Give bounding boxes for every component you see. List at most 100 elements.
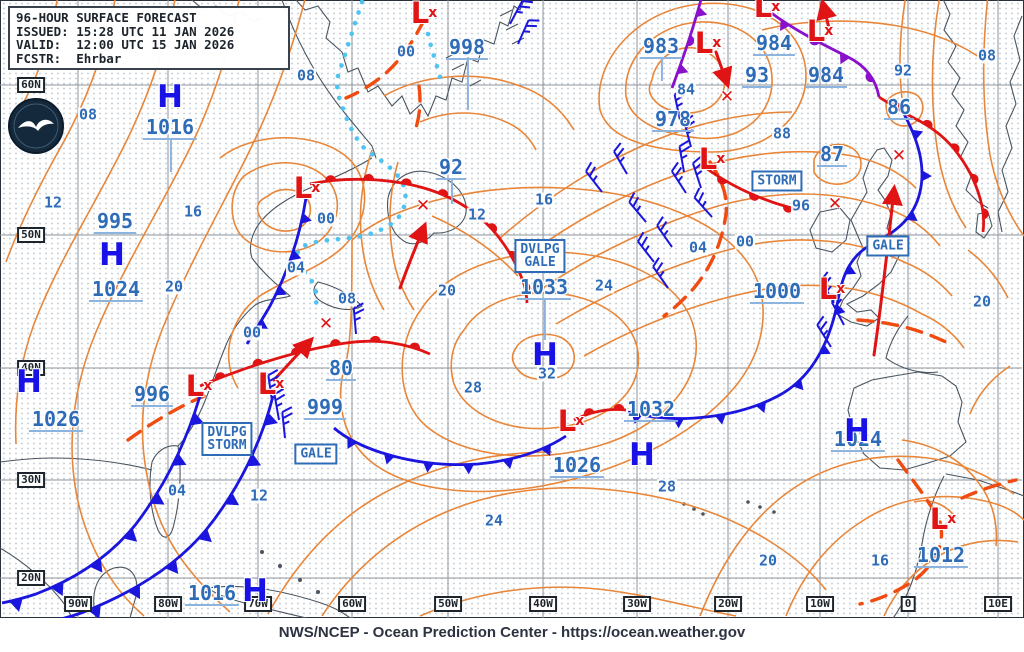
pressure-label: 87 — [816, 143, 848, 167]
header-forecaster: FCSTR: Ehrbar — [16, 50, 122, 66]
warning-box-line: DVLPG — [520, 242, 560, 257]
isobar-label: 08 — [295, 66, 317, 85]
pressure-label: 1012 — [913, 544, 969, 568]
low-subscript: x — [771, 0, 781, 15]
wind-barb — [816, 315, 832, 348]
low-pressure-symbol: Lx — [753, 0, 781, 24]
warning-box-gale: GALE — [866, 235, 910, 257]
header-issued: ISSUED: 15:28 UTC 11 JAN 2026 — [16, 23, 235, 39]
warning-box-storm: STORM — [751, 170, 803, 192]
wind-barb — [517, 19, 540, 45]
isobar-label: 08 — [976, 46, 998, 65]
pressure-label: 978 — [651, 108, 695, 132]
latitude-label-50N: 50N — [17, 227, 45, 243]
isobar-label: 08 — [77, 105, 99, 124]
pressure-label: 984 — [752, 32, 796, 56]
latitude-label-40N: 40N — [17, 360, 45, 376]
chart-caption: NWS/NCEP - Ocean Prediction Center - htt… — [278, 624, 746, 641]
low-subscript: x — [203, 378, 213, 394]
pressure-label: 1033 — [516, 276, 572, 340]
longitude-label-10E: 10E — [984, 596, 1012, 612]
wind-barb — [281, 406, 293, 439]
position-x-mark: ✕ — [891, 146, 907, 166]
high-pressure-symbol: H — [157, 79, 183, 115]
pressure-label: 996 — [130, 383, 174, 407]
wind-barb — [509, 0, 534, 25]
low-subscript: x — [311, 180, 321, 196]
low-subscript: x — [947, 511, 957, 527]
low-pressure-symbol: Lx — [818, 272, 846, 306]
high-pressure-symbol: H — [629, 437, 655, 473]
low-pressure-symbol: Lx — [806, 14, 834, 48]
wind-barb — [678, 139, 691, 173]
pressure-label: 93 — [741, 64, 773, 88]
isobar-label: 08 — [336, 289, 358, 308]
high-pressure-symbol: H — [844, 413, 870, 449]
wind-barb — [683, 114, 696, 148]
high-pressure-symbol: H — [532, 337, 558, 373]
label-leader-line — [543, 298, 546, 340]
wind-barb — [820, 271, 835, 304]
wind-barb — [693, 187, 713, 218]
isobar-label: 20 — [757, 551, 779, 570]
wind-barb — [267, 369, 280, 402]
isobar-label: 20 — [971, 292, 993, 311]
warning-box-dvlpg-storm: DVLPG STORM — [201, 422, 253, 456]
isobar-label: 20 — [163, 277, 185, 296]
wind-barb — [830, 293, 845, 326]
longitude-label-60W: 60W — [338, 596, 366, 612]
low-pressure-symbol: Lx — [410, 0, 438, 30]
longitude-label-40W: 40W — [529, 596, 557, 612]
warning-box-line: STORM — [757, 173, 797, 189]
sea-ice-edge — [294, 0, 445, 307]
low-pressure-symbol: Lx — [694, 26, 722, 60]
low-subscript: x — [428, 5, 438, 21]
pressure-label: 1024 — [830, 428, 886, 452]
isobar-label: 12 — [248, 486, 270, 505]
low-subscript: x — [836, 281, 846, 297]
pressure-label: 1016 — [142, 116, 198, 172]
forecast-header: 96-HOUR SURFACE FORECAST ISSUED: 15:28 U… — [8, 6, 290, 70]
pressure-label: 999 — [303, 396, 347, 420]
wind-barb — [692, 155, 704, 189]
isobar-label: 32 — [536, 364, 558, 383]
low-subscript: x — [575, 413, 585, 429]
isobar-label: 92 — [892, 61, 914, 80]
low-pressure-symbol: Lx — [185, 369, 213, 403]
wind-barb — [585, 161, 603, 193]
warning-box-line: GALE — [872, 238, 904, 254]
isobar-label: 12 — [42, 193, 64, 212]
warning-box-gale: GALE — [294, 443, 338, 465]
wind-barb — [352, 302, 365, 335]
label-leader-line — [661, 57, 663, 81]
longitude-label-20W: 20W — [714, 596, 742, 612]
high-pressure-symbol: H — [16, 364, 42, 400]
isobar-label: 00 — [315, 209, 337, 228]
position-x-mark: ✕ — [318, 314, 334, 334]
pressure-label: 1026 — [549, 454, 605, 478]
isobar-label: 24 — [593, 276, 615, 295]
warning-box-line: DVLPG — [207, 425, 247, 440]
low-pressure-symbol: Lx — [929, 502, 957, 536]
pressure-label: 1032 — [623, 398, 679, 422]
isobar-label: 04 — [166, 481, 188, 500]
wind-barb — [637, 231, 655, 263]
isobar-label: 12 — [466, 205, 488, 224]
movement-arrows — [272, 0, 903, 382]
longitude-label-30W: 30W — [623, 596, 651, 612]
wind-barb — [652, 257, 669, 289]
warning-box-dvlpg-gale: DVLPG GALE — [514, 239, 566, 273]
label-leader-line — [451, 178, 453, 204]
isobar-label: 28 — [656, 477, 678, 496]
isobar-label: 84 — [675, 80, 697, 99]
header-valid: VALID: 12:00 UTC 15 JAN 2026 — [16, 37, 235, 52]
longitude-label-90W: 90W — [64, 596, 92, 612]
longitude-label-0: 0 — [900, 596, 916, 612]
wind-barbs — [267, 0, 845, 439]
wind-barb — [273, 387, 286, 421]
low-subscript: x — [824, 23, 834, 39]
coastlines — [0, 0, 1024, 618]
label-leader-line — [169, 138, 172, 172]
pressure-label: 86 — [883, 96, 915, 120]
